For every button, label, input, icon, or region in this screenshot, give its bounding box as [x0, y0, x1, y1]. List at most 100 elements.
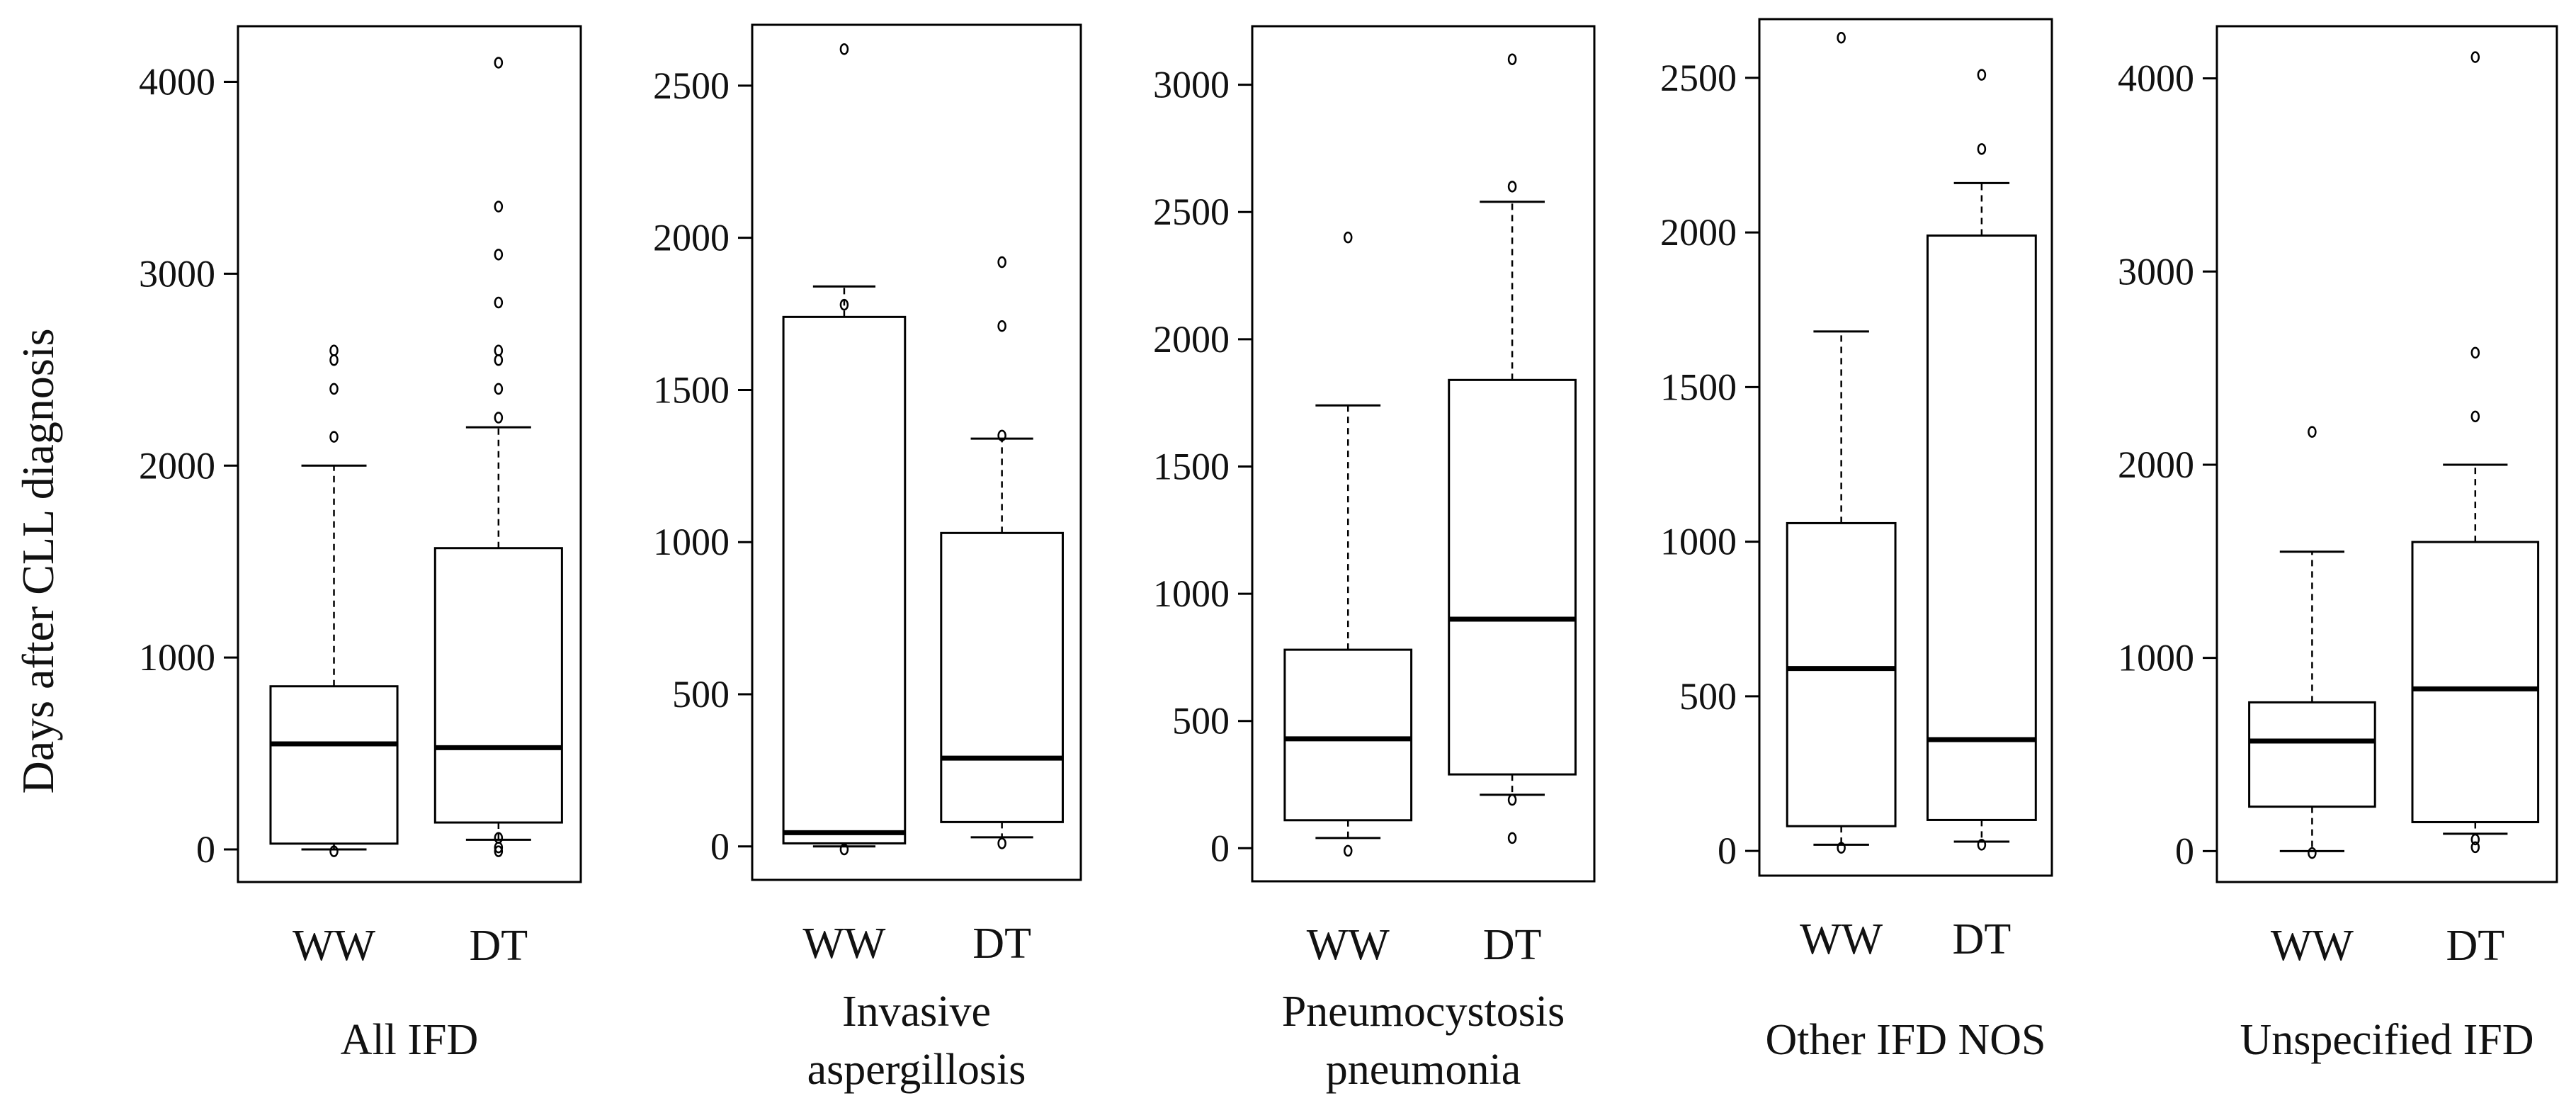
iqr-box [2248, 701, 2376, 808]
outlier-point [997, 256, 1006, 268]
x-category-label: DT [1953, 915, 2012, 963]
box-ww [782, 43, 907, 856]
panel-2: 0 500 1000 1500 2000 2500 WW DT Invasive aspergil… [653, 23, 1082, 1094]
panels: 0 1000 2000 3000 4000 WW DT All IFD 0 500 1000 1500… [139, 18, 2558, 1094]
plot-frame [237, 25, 582, 883]
y-tick-label: 3000 [2118, 250, 2194, 293]
plot-frame [751, 23, 1082, 881]
y-tick-label: 2000 [139, 444, 215, 487]
outlier-point [2470, 346, 2480, 359]
y-tick-label: 1000 [2118, 637, 2194, 679]
outlier-point [2470, 833, 2480, 846]
box-ww [1283, 231, 1413, 857]
outlier-point [1977, 839, 1987, 851]
y-tick-label: 2000 [1153, 318, 1230, 361]
outlier-point [997, 837, 1006, 849]
x-category-label: WW [2271, 922, 2354, 970]
outlier-point [2308, 426, 2317, 438]
outlier-point [1343, 844, 1353, 857]
outlier-point [839, 843, 849, 856]
outlier-point [494, 354, 504, 366]
panel-3: 0 500 1000 1500 2000 2500 3000 WW DT Pneumocystos… [1153, 25, 1596, 1094]
panel-title: All IFD [341, 1016, 479, 1064]
outlier-point [1507, 832, 1517, 844]
outlier-point [839, 43, 849, 55]
box-dt [1926, 69, 2037, 851]
iqr-box [269, 685, 399, 845]
panel-title: pneumonia [1326, 1046, 1521, 1094]
plot-frame [2215, 25, 2558, 883]
x-category-label: WW [1307, 921, 1390, 969]
plot-frame [1251, 25, 1596, 883]
outlier-point [494, 57, 504, 69]
x-category-label: DT [470, 922, 528, 970]
y-tick-label: 2000 [653, 217, 730, 259]
outlier-point [494, 296, 504, 309]
y-tick-label: 1000 [1660, 521, 1737, 563]
y-tick-label: 0 [1210, 827, 1230, 869]
outlier-point [1977, 143, 1987, 155]
panel-title: Other IFD NOS [1765, 1016, 2046, 1064]
y-tick-label: 2000 [2118, 443, 2194, 486]
y-tick-label: 2500 [1660, 57, 1737, 99]
y-axis-label: Days after CLL diagnosis [13, 328, 63, 793]
plot-frame [1758, 18, 2053, 877]
outlier-point [329, 344, 339, 356]
iqr-box [1448, 378, 1577, 776]
outlier-point [329, 354, 339, 366]
outlier-point [1507, 53, 1517, 65]
box-dt [2411, 51, 2540, 854]
y-tick-label: 3000 [1153, 64, 1230, 106]
outlier-point [329, 383, 339, 395]
outlier-point [494, 383, 504, 395]
outlier-point [494, 344, 504, 356]
iqr-box [940, 531, 1064, 823]
box-ww [1786, 31, 1897, 854]
y-tick-label: 0 [2175, 830, 2194, 872]
outlier-point [1507, 181, 1517, 193]
y-tick-label: 1500 [1660, 366, 1737, 408]
outlier-point [2470, 841, 2480, 854]
outlier-point [2308, 847, 2317, 859]
outlier-point [494, 249, 504, 261]
y-tick-label: 0 [1718, 830, 1737, 872]
y-tick-label: 0 [710, 825, 730, 868]
y-tick-label: 500 [672, 673, 730, 716]
y-tick-label: 4000 [2118, 57, 2194, 100]
y-tick-label: 1000 [139, 636, 215, 679]
y-tick-label: 500 [1172, 700, 1230, 742]
y-tick-label: 2500 [653, 64, 730, 107]
outlier-point [997, 429, 1006, 442]
outlier-point [1977, 69, 1987, 81]
panel-5: 0 1000 2000 3000 4000 WW DT Unspecified IFD [2118, 25, 2558, 1064]
outlier-point [839, 298, 849, 311]
iqr-box [433, 547, 563, 824]
y-tick-label: 0 [196, 828, 215, 871]
box-ww [2248, 426, 2376, 859]
outlier-point [494, 412, 504, 424]
outlier-point [494, 845, 504, 857]
x-category-label: DT [972, 920, 1031, 968]
iqr-box [782, 315, 907, 844]
iqr-box [1786, 521, 1897, 827]
y-tick-label: 1000 [653, 521, 730, 563]
outlier-point [329, 845, 339, 857]
iqr-box [1283, 648, 1413, 822]
panel-title: Unspecified IFD [2240, 1016, 2534, 1064]
iqr-box [2411, 541, 2540, 823]
outlier-point [329, 431, 339, 443]
x-category-label: WW [293, 922, 376, 970]
panel-1: 0 1000 2000 3000 4000 WW DT All IFD [139, 25, 582, 1064]
outlier-point [2470, 410, 2480, 423]
panel-4: 0 500 1000 1500 2000 2500 WW DT Other IFD NOS [1660, 18, 2053, 1064]
x-category-label: DT [1483, 921, 1542, 969]
box-ww [269, 344, 399, 857]
y-tick-label: 4000 [139, 61, 215, 103]
x-category-label: DT [2446, 922, 2504, 970]
outlier-point [1343, 231, 1353, 244]
x-category-label: WW [802, 920, 886, 968]
outlier-point [2470, 51, 2480, 63]
y-tick-label: 500 [1679, 675, 1737, 718]
outlier-point [494, 200, 504, 213]
outlier-point [494, 832, 504, 844]
